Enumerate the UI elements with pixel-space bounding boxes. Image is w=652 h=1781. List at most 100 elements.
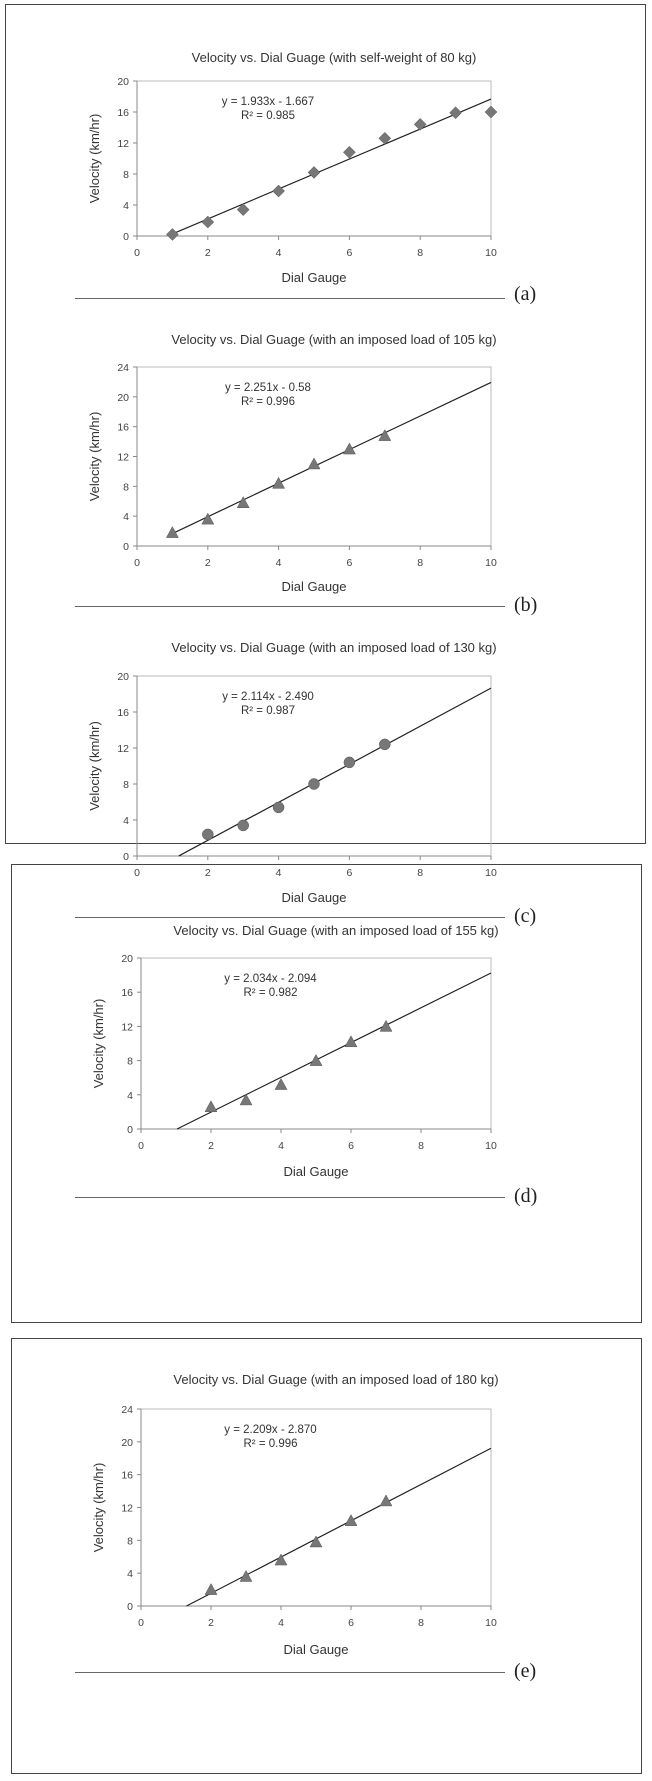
data-point xyxy=(413,118,427,131)
y-tick-label: 4 xyxy=(123,200,129,212)
y-tick-label: 0 xyxy=(123,851,129,863)
y-tick-label: 12 xyxy=(117,138,129,150)
y-tick-label: 0 xyxy=(123,231,129,243)
panel-e-label: (e) xyxy=(514,1660,537,1682)
trendline-equation: y = 2.209x - 2.870 xyxy=(224,1424,316,1436)
data-point xyxy=(272,801,285,814)
data-point xyxy=(201,512,215,525)
y-tick-label: 8 xyxy=(127,1535,133,1547)
data-point xyxy=(378,131,392,145)
x-tick-label: 8 xyxy=(417,557,423,569)
y-tick-label: 4 xyxy=(127,1568,133,1580)
x-tick-label: 4 xyxy=(278,1140,284,1152)
panel-d-label: (d) xyxy=(514,1185,538,1207)
r-squared-label: R² = 0.982 xyxy=(243,987,297,999)
panel-c-label: (c) xyxy=(514,905,537,927)
x-tick-label: 10 xyxy=(485,867,497,879)
x-tick-label: 10 xyxy=(485,1617,497,1629)
data-point xyxy=(378,429,392,441)
x-tick-label: 2 xyxy=(205,867,211,879)
x-tick-label: 8 xyxy=(418,1140,424,1152)
data-point xyxy=(202,828,214,841)
data-point xyxy=(449,106,462,120)
x-tick-label: 0 xyxy=(138,1617,144,1629)
panel-d-frame xyxy=(11,864,642,1323)
x-tick-label: 8 xyxy=(417,867,423,879)
panel-a-separator xyxy=(75,298,505,299)
y-tick-label: 0 xyxy=(127,1601,133,1613)
trendline-equation: y = 2.034x - 2.094 xyxy=(224,973,317,985)
y-axis-label: Velocity (km/hr) xyxy=(91,1463,106,1553)
y-tick-label: 4 xyxy=(127,1090,133,1102)
y-tick-label: 20 xyxy=(117,671,129,683)
y-tick-label: 0 xyxy=(127,1124,133,1136)
chart-title: Velocity vs. Dial Guage (with self-weigh… xyxy=(192,50,477,65)
data-point xyxy=(204,1583,218,1595)
y-tick-label: 16 xyxy=(117,707,129,719)
x-tick-label: 0 xyxy=(134,247,140,259)
panel-c-separator xyxy=(75,917,505,918)
trendline-equation: y = 2.114x - 2.490 xyxy=(222,691,314,703)
x-tick-label: 8 xyxy=(418,1617,424,1629)
trendline xyxy=(172,381,492,535)
y-tick-label: 20 xyxy=(121,953,133,965)
y-tick-label: 16 xyxy=(117,422,129,434)
trendline-equation: y = 2.251x - 0.58 xyxy=(225,382,311,394)
x-tick-label: 6 xyxy=(348,1140,354,1152)
data-point xyxy=(239,1569,253,1582)
data-point xyxy=(236,203,250,217)
data-point xyxy=(239,1093,253,1106)
y-tick-label: 24 xyxy=(117,362,129,374)
y-tick-label: 4 xyxy=(123,815,129,827)
data-point xyxy=(274,1553,288,1566)
data-point xyxy=(379,738,391,751)
chart-title: Velocity vs. Dial Guage (with an imposed… xyxy=(173,1372,498,1387)
chart-panel-d: Velocity vs. Dial Guage (with an imposed… xyxy=(75,923,538,1207)
panel-d-separator xyxy=(75,1197,505,1198)
y-tick-label: 16 xyxy=(121,987,133,999)
panel-e-frame xyxy=(11,1338,642,1774)
data-point xyxy=(237,819,249,832)
x-axis-label: Dial Gauge xyxy=(281,890,346,905)
x-tick-label: 4 xyxy=(276,867,282,879)
chart-svg-c: Velocity vs. Dial Guage (with an imposed… xyxy=(87,640,497,905)
chart-title: Velocity vs. Dial Guage (with an imposed… xyxy=(173,923,498,938)
panel-b-label: (b) xyxy=(514,594,538,616)
y-axis-label: Velocity (km/hr) xyxy=(91,999,106,1089)
y-tick-label: 0 xyxy=(123,541,129,553)
x-tick-label: 4 xyxy=(276,557,282,569)
data-point xyxy=(343,756,356,769)
outer-figure-frame xyxy=(5,4,646,844)
x-tick-label: 4 xyxy=(278,1617,284,1629)
trendline xyxy=(178,687,492,857)
x-tick-label: 10 xyxy=(485,557,497,569)
chart-panel-b: Velocity vs. Dial Guage (with an imposed… xyxy=(0,0,652,616)
y-tick-label: 8 xyxy=(123,779,129,791)
chart-title: Velocity vs. Dial Guage (with an imposed… xyxy=(171,640,496,655)
y-tick-label: 12 xyxy=(121,1503,133,1515)
x-tick-label: 2 xyxy=(208,1617,214,1629)
panel-a-label: (a) xyxy=(514,283,537,305)
data-point xyxy=(307,166,321,179)
data-point xyxy=(344,1514,358,1526)
data-point xyxy=(342,442,356,455)
y-axis-label: Velocity (km/hr) xyxy=(87,721,102,811)
data-point xyxy=(308,778,320,790)
y-tick-label: 16 xyxy=(121,1470,133,1482)
plot-area xyxy=(140,1408,492,1607)
y-tick-label: 20 xyxy=(117,392,129,404)
y-axis-label: Velocity (km/hr) xyxy=(87,114,102,204)
trendline xyxy=(176,972,492,1130)
chart-svg-b: Velocity vs. Dial Guage (with an imposed… xyxy=(87,332,497,594)
x-tick-label: 10 xyxy=(485,247,497,259)
x-tick-label: 6 xyxy=(348,1617,354,1629)
x-axis-label: Dial Gauge xyxy=(281,270,346,285)
data-point xyxy=(484,105,498,119)
r-squared-label: R² = 0.996 xyxy=(243,1438,297,1450)
y-tick-label: 12 xyxy=(117,743,129,755)
data-point xyxy=(166,228,179,241)
chart-svg-d: Velocity vs. Dial Guage (with an imposed… xyxy=(91,923,499,1179)
x-tick-label: 6 xyxy=(346,247,352,259)
y-tick-label: 12 xyxy=(117,452,129,464)
data-point xyxy=(165,526,179,538)
